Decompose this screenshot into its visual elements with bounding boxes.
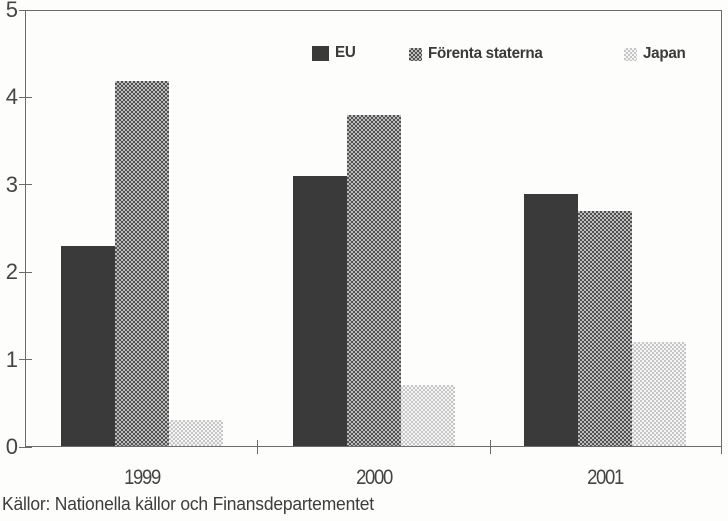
y-tick-0: [19, 446, 32, 448]
x-axis-label-2001: 2001: [587, 466, 624, 489]
y-tick-5: [19, 9, 32, 11]
legend-item-japan: Japan: [624, 45, 688, 63]
legend-swatch-eu: [312, 45, 329, 61]
x-tick-right-edge: [721, 440, 722, 454]
x-axis-label-1999: 1999: [123, 466, 161, 489]
bar-eu-1999: [60, 245, 115, 446]
bar-japan-2001: [632, 341, 687, 446]
y-tick-3: [19, 184, 32, 186]
bar-eu-2001: [524, 193, 579, 446]
y-axis-label-4: 4: [5, 84, 18, 110]
y-tick-2: [19, 271, 32, 273]
legend-label-eu: EU: [335, 44, 356, 61]
bar-förenta-staterna-2000: [346, 115, 401, 446]
legend-label-forenta-staterna: Förenta staterna: [428, 45, 543, 62]
x-tick-2: [489, 440, 491, 454]
legend-item-eu: EU: [312, 44, 357, 62]
legend-swatch-forenta-staterna: [409, 47, 422, 61]
legend-label-japan: Japan: [643, 45, 686, 62]
x-tick-1: [257, 440, 259, 454]
bar-förenta-staterna-1999: [114, 80, 169, 446]
bar-eu-2000: [292, 176, 347, 446]
y-axis-label-1: 1: [5, 346, 18, 372]
legend-item-forenta-staterna: Förenta staterna: [409, 45, 549, 63]
y-axis-label-3: 3: [5, 171, 18, 197]
bar-förenta-staterna-2001: [578, 211, 633, 446]
x-axis-label-2000: 2000: [355, 466, 393, 489]
y-axis-label-5: 5: [5, 0, 18, 22]
plot-area: EU Förenta staterna Japan: [25, 10, 722, 447]
y-tick-4: [19, 96, 32, 98]
legend-swatch-japan: [624, 47, 637, 61]
source-caption: Källor: Nationella källor och Finansdepa…: [2, 494, 374, 514]
y-axis-label-2: 2: [5, 259, 18, 285]
y-tick-1: [19, 359, 32, 361]
bar-japan-1999: [168, 419, 223, 446]
bar-japan-2000: [400, 385, 455, 446]
y-axis-label-0: 0: [5, 434, 18, 459]
